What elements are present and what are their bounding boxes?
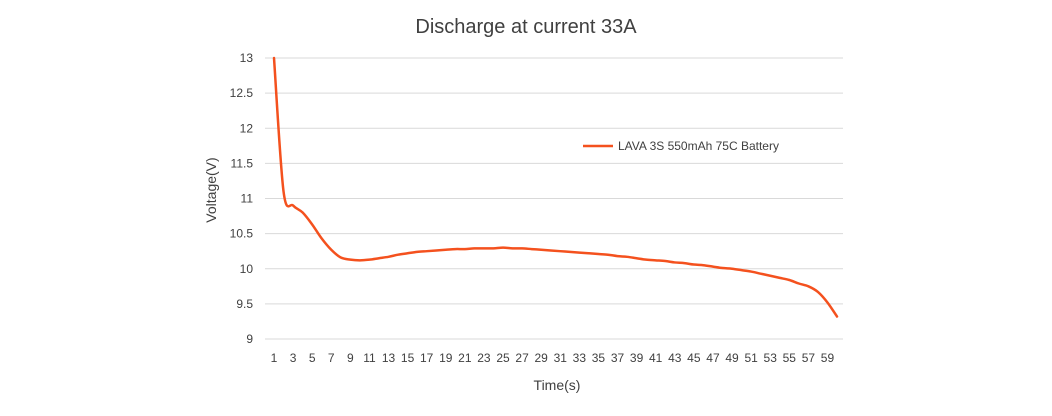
x-tick-label: 9 [347, 351, 354, 365]
series-line [272, 56, 839, 318]
x-tick-label: 31 [554, 351, 568, 365]
y-tick-label: 12.5 [230, 86, 254, 100]
y-tick-label: 12 [240, 121, 254, 135]
y-tick-label: 11 [241, 192, 254, 206]
x-tick-label: 57 [802, 351, 816, 365]
series-layer [272, 56, 839, 318]
x-tick-label: 59 [821, 351, 835, 365]
x-tick-label: 21 [458, 351, 472, 365]
x-tick-label: 25 [496, 351, 510, 365]
x-axis-ticks: 1 3 5 7 9 11 13 15 17 19 21 23 25 27 29 31 33 35 37 39 41 43 4… [271, 351, 835, 365]
y-axis-ticks: 9 9.5 10 10.5 11 11.5 12 12.5 13 [230, 51, 254, 346]
legend-label: LAVA 3S 550mAh 75C Battery [618, 139, 779, 153]
y-tick-label: 9.5 [236, 297, 253, 311]
y-tick-label: 11.5 [231, 156, 254, 170]
x-tick-label: 13 [382, 351, 396, 365]
x-tick-label: 29 [535, 351, 549, 365]
gridlines [265, 57, 843, 340]
x-tick-label: 33 [573, 351, 587, 365]
x-tick-label: 5 [309, 351, 316, 365]
x-tick-label: 15 [401, 351, 415, 365]
x-tick-label: 27 [515, 351, 529, 365]
x-tick-label: 51 [744, 351, 758, 365]
x-tick-label: 1 [271, 351, 278, 365]
x-tick-label: 39 [630, 351, 644, 365]
x-tick-label: 45 [687, 351, 701, 365]
y-tick-label: 13 [240, 51, 254, 65]
x-tick-label: 41 [649, 351, 663, 365]
x-tick-label: 35 [592, 351, 606, 365]
x-axis-label: Time(s) [534, 377, 581, 393]
x-tick-label: 11 [363, 351, 376, 365]
x-tick-label: 47 [706, 351, 720, 365]
x-tick-label: 3 [290, 351, 297, 365]
legend: LAVA 3S 550mAh 75C Battery [583, 139, 779, 153]
x-tick-label: 49 [725, 351, 739, 365]
x-tick-label: 43 [668, 351, 682, 365]
x-tick-label: 55 [783, 351, 797, 365]
y-tick-label: 9 [246, 332, 253, 346]
y-tick-label: 10 [240, 262, 254, 276]
x-tick-label: 23 [477, 351, 491, 365]
x-tick-label: 17 [420, 351, 434, 365]
x-tick-label: 37 [611, 351, 625, 365]
y-axis-label: Voltage(V) [203, 157, 219, 222]
x-tick-label: 19 [439, 351, 453, 365]
y-tick-label: 10.5 [230, 227, 254, 241]
x-tick-label: 53 [764, 351, 778, 365]
x-tick-label: 7 [328, 351, 335, 365]
chart-title: Discharge at current 33A [415, 16, 637, 38]
